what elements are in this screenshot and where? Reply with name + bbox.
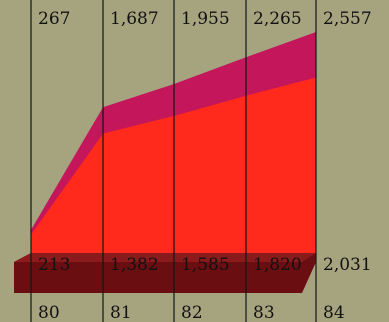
- base-slab: [14, 253, 316, 293]
- base-slab-top: [14, 253, 316, 262]
- top-value-label-80: 267: [38, 9, 70, 29]
- x-tick-label-83: 83: [253, 303, 275, 322]
- gridline-layer: [30, 0, 317, 322]
- inner-value-label-81: 1,382: [110, 255, 159, 275]
- inner-value-label-82: 1,585: [181, 255, 230, 275]
- x-tick-label-81: 81: [110, 303, 132, 322]
- top-value-label-83: 2,265: [253, 9, 302, 29]
- inner-value-label-84: 2,031: [323, 255, 372, 275]
- x-tick-label-84: 84: [323, 303, 345, 322]
- top-value-label-84: 2,557: [323, 9, 372, 29]
- x-tick-label-82: 82: [181, 303, 203, 322]
- top-value-label-81: 1,687: [110, 9, 159, 29]
- top-value-label-82: 1,955: [181, 9, 230, 29]
- label-layer: 267 1,687 1,955 2,265 2,557 213 1,382 1,585 1,82…: [38, 9, 372, 322]
- inner-value-label-80: 213: [38, 255, 70, 275]
- inner-value-label-83: 1,820: [253, 255, 302, 275]
- base-shadow-layer: [14, 253, 316, 293]
- x-tick-label-80: 80: [38, 303, 60, 322]
